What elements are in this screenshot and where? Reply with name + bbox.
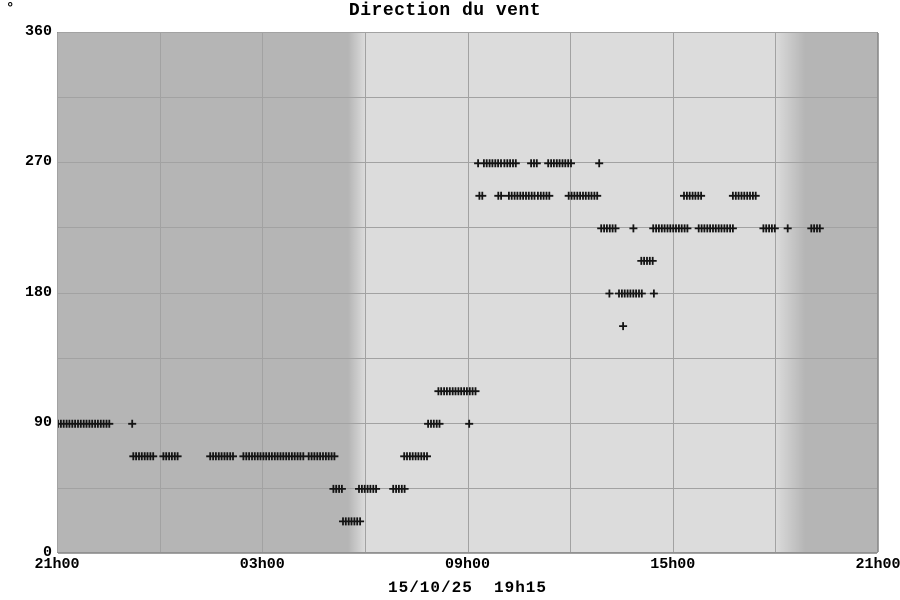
gridline-horizontal	[58, 97, 877, 99]
plot-area	[57, 32, 879, 554]
date-label: 15/10/25 19h15	[387, 579, 548, 597]
y-tick-label: 270	[24, 153, 52, 171]
gridline-horizontal	[58, 553, 877, 554]
gridline-vertical	[57, 33, 58, 552]
gridline-horizontal	[58, 357, 877, 359]
x-tick-label: 15h00	[650, 556, 696, 573]
gridline-horizontal	[58, 292, 877, 294]
y-tick-label: 90	[33, 413, 52, 431]
x-tick-label: 21h00	[855, 556, 900, 573]
x-tick-label: 09h00	[444, 556, 490, 573]
gridline-horizontal	[58, 162, 877, 164]
y-tick-label: 180	[24, 283, 52, 301]
gridline-horizontal	[58, 32, 877, 33]
y-tick-label: 0	[42, 544, 52, 561]
x-tick-label: 21h00	[34, 556, 80, 573]
gridline-horizontal	[58, 487, 877, 489]
gridline-vertical	[878, 33, 879, 552]
y-axis-unit-label: °	[6, 1, 15, 17]
x-tick-label: 03h00	[239, 556, 285, 573]
y-tick-label: 360	[24, 23, 52, 40]
chart-title: Direction du vent	[348, 1, 542, 21]
wind-direction-markers	[58, 159, 824, 526]
gridline-horizontal	[58, 227, 877, 229]
